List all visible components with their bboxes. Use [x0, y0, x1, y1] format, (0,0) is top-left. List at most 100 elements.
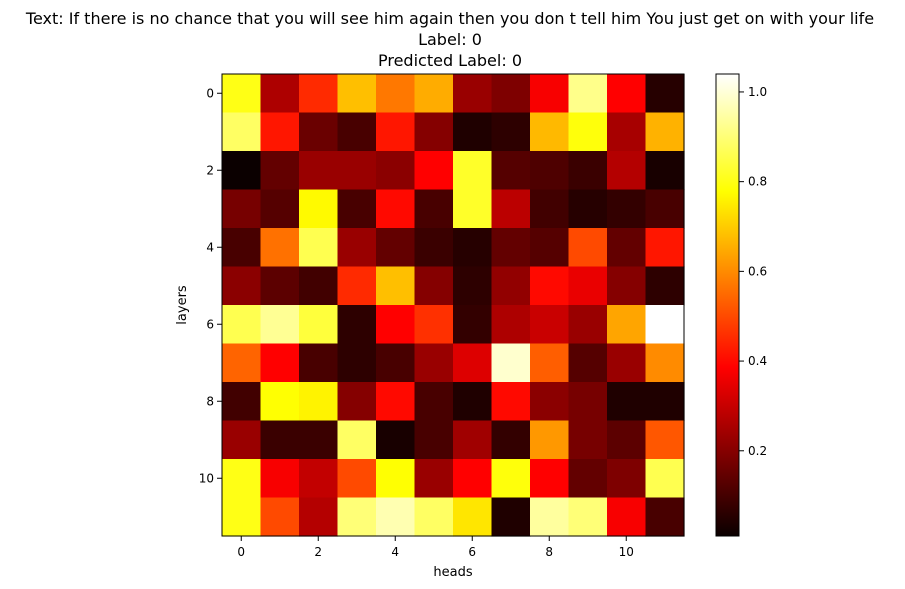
heatmap-cell-r1-c10 [607, 112, 647, 152]
heatmap-cell-r2-c0 [222, 151, 262, 191]
x-axis-ticks: 0 2 4 6 8 10 [237, 536, 634, 559]
heatmap-cell-r5-c2 [299, 266, 339, 306]
x-axis-label: heads [433, 565, 472, 580]
heatmap-cell-r3-c11 [645, 189, 685, 229]
colorbar-tick-label-4: 1.0 [748, 85, 767, 99]
heatmap-cell-r8-c10 [607, 382, 647, 422]
heatmap-cell-r2-c4 [376, 151, 416, 191]
y-tick-label-6: 6 [206, 317, 214, 331]
y-tick-label-4: 4 [206, 240, 214, 254]
chart-title-line-2: Label: 0 [418, 30, 482, 49]
heatmap-cell-r4-c0 [222, 228, 262, 268]
heatmap-cell-r0-c3 [337, 74, 377, 114]
heatmap-cell-r1-c4 [376, 112, 416, 152]
heatmap-cell-r11-c2 [299, 497, 339, 537]
heatmap-cell-r9-c5 [414, 420, 454, 460]
heatmap-cell-r0-c9 [568, 74, 608, 114]
heatmap-cell-r4-c6 [453, 228, 493, 268]
heatmap-cell-r3-c8 [530, 189, 570, 229]
heatmap-cell-r2-c7 [491, 151, 531, 191]
heatmap-cell-r8-c5 [414, 382, 454, 422]
heatmap-cell-r1-c0 [222, 112, 262, 152]
heatmap-cell-r8-c11 [645, 382, 685, 422]
heatmap-cell-r5-c11 [645, 266, 685, 306]
heatmap-cell-r1-c5 [414, 112, 454, 152]
heatmap-cell-r2-c9 [568, 151, 608, 191]
heatmap-cell-r9-c11 [645, 420, 685, 460]
heatmap-cell-r8-c6 [453, 382, 493, 422]
heatmap-frame [221, 73, 685, 537]
heatmap-cell-r0-c2 [299, 74, 339, 114]
heatmap-cell-r10-c3 [337, 459, 377, 499]
heatmap-cell-r8-c1 [260, 382, 300, 422]
heatmap-cell-r7-c10 [607, 343, 647, 383]
x-tick-label-8: 8 [545, 545, 553, 559]
heatmap-cell-r4-c1 [260, 228, 300, 268]
heatmap-cell-r11-c10 [607, 497, 647, 537]
heatmap-cell-r8-c7 [491, 382, 531, 422]
colorbar [715, 73, 740, 537]
heatmap-cell-r5-c1 [260, 266, 300, 306]
heatmap-cell-r6-c0 [222, 305, 262, 345]
heatmap-cell-r7-c9 [568, 343, 608, 383]
heatmap-cell-r9-c10 [607, 420, 647, 460]
heatmap-cell-r0-c7 [491, 74, 531, 114]
heatmap-cell-r7-c3 [337, 343, 377, 383]
heatmap-cell-r11-c0 [222, 497, 262, 537]
heatmap-cell-r11-c4 [376, 497, 416, 537]
colorbar-tick-label-0: 0.2 [748, 444, 767, 458]
heatmap-cell-r7-c7 [491, 343, 531, 383]
heatmap-cell-r6-c8 [530, 305, 570, 345]
heatmap-cell-r2-c5 [414, 151, 454, 191]
heatmap-cell-r10-c0 [222, 459, 262, 499]
heatmap-cell-r3-c3 [337, 189, 377, 229]
heatmap-cell-r1-c7 [491, 112, 531, 152]
heatmap-cell-r3-c0 [222, 189, 262, 229]
y-tick-label-8: 8 [206, 394, 214, 408]
heatmap-cell-r4-c11 [645, 228, 685, 268]
heatmap-cell-r5-c6 [453, 266, 493, 306]
heatmap-cell-r8-c3 [337, 382, 377, 422]
heatmap-cell-r10-c7 [491, 459, 531, 499]
heatmap-cell-r2-c8 [530, 151, 570, 191]
heatmap-cell-r10-c4 [376, 459, 416, 499]
heatmap-cell-r0-c11 [645, 74, 685, 114]
heatmap-cell-r11-c11 [645, 497, 685, 537]
heatmap-cell-r2-c11 [645, 151, 685, 191]
heatmap-cell-r6-c3 [337, 305, 377, 345]
heatmap-cell-r7-c0 [222, 343, 262, 383]
heatmap-cell-r6-c2 [299, 305, 339, 345]
heatmap-cell-r9-c4 [376, 420, 416, 460]
x-tick-label-10: 10 [619, 545, 634, 559]
heatmap-cell-r1-c1 [260, 112, 300, 152]
heatmap-cell-r6-c1 [260, 305, 300, 345]
heatmap-cell-r11-c9 [568, 497, 608, 537]
heatmap-cell-r3-c2 [299, 189, 339, 229]
heatmap-cell-r4-c10 [607, 228, 647, 268]
y-tick-label-10: 10 [199, 471, 214, 485]
heatmap-cell-r0-c8 [530, 74, 570, 114]
heatmap-cell-r2-c3 [337, 151, 377, 191]
heatmap-cell-r3-c4 [376, 189, 416, 229]
heatmap-cell-r3-c7 [491, 189, 531, 229]
heatmap-cell-r5-c4 [376, 266, 416, 306]
heatmap-cell-r5-c7 [491, 266, 531, 306]
heatmap-cell-r0-c1 [260, 74, 300, 114]
y-tick-label-0: 0 [206, 86, 214, 100]
heatmap-cell-r8-c2 [299, 382, 339, 422]
heatmap-cell-r8-c9 [568, 382, 608, 422]
heatmap-cell-r1-c9 [568, 112, 608, 152]
heatmap-cell-r4-c7 [491, 228, 531, 268]
heatmap-cell-r11-c1 [260, 497, 300, 537]
heatmap-cell-r1-c6 [453, 112, 493, 152]
heatmap-cell-r9-c6 [453, 420, 493, 460]
heatmap-cell-r6-c5 [414, 305, 454, 345]
heatmap-cell-r3-c10 [607, 189, 647, 229]
heatmap-cell-r10-c9 [568, 459, 608, 499]
heatmap-cell-r9-c8 [530, 420, 570, 460]
heatmap-cell-r1-c8 [530, 112, 570, 152]
heatmap-cell-r0-c0 [222, 74, 262, 114]
heatmap-cell-r10-c11 [645, 459, 685, 499]
heatmap-cell-r6-c6 [453, 305, 493, 345]
